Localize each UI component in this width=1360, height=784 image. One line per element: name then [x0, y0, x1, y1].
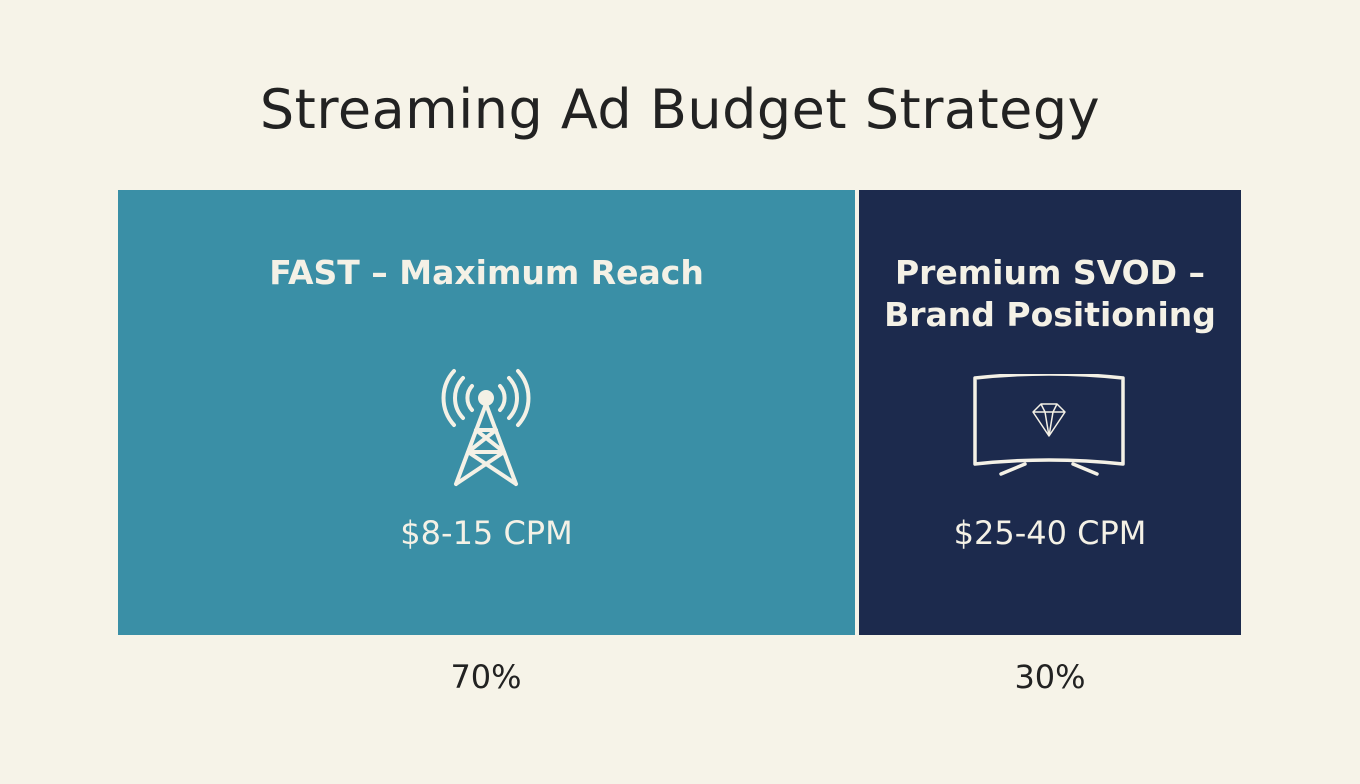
panel-title: Premium SVOD – Brand Positioning — [859, 252, 1241, 336]
panel-title-line: Brand Positioning — [884, 295, 1216, 334]
share: 30% — [1014, 658, 1086, 696]
panel-title-line: Premium SVOD – — [894, 253, 1206, 292]
tv-icon — [973, 374, 1125, 476]
title: Streaming Ad Budget Strategy — [259, 78, 1101, 141]
panel-title: FAST – Maximum Reach — [118, 252, 855, 294]
panel-title-line: FAST – Maximum Reach — [269, 253, 704, 292]
tower-icon — [441, 369, 531, 486]
svod-panel: Premium SVOD – Brand Positioning $25-40 … — [859, 190, 1241, 635]
fast-panel: FAST – Maximum Reach $8-15 CPM — [118, 190, 855, 635]
price: $8-15 CPM — [400, 514, 573, 552]
price: $25-40 CPM — [953, 514, 1147, 552]
share: 70% — [450, 658, 522, 696]
